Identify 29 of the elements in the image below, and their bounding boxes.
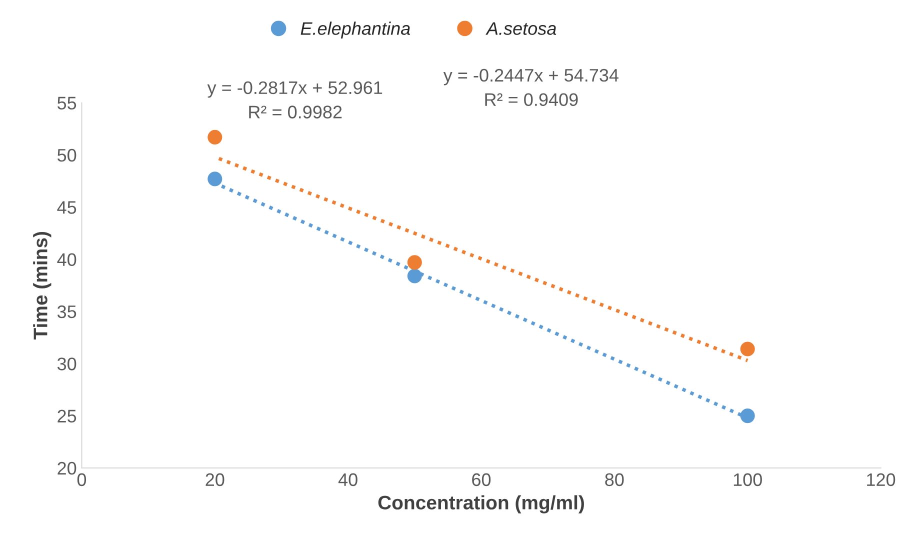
x-tick-label: 80 [605, 473, 624, 486]
point [208, 130, 222, 145]
annotation: R² = 0.9409 [485, 93, 578, 106]
y-tick-label: 40 [57, 253, 76, 266]
point [208, 172, 222, 186]
y-tick-label: 20 [58, 462, 76, 475]
annotation: R² = 0.9982 [249, 106, 342, 118]
text: y = -0.2447x + 54.734 [443, 68, 618, 86]
x-tick-label: 120 [867, 473, 896, 486]
x-tick-label: 60 [472, 473, 491, 486]
y-tick-label: 35 [57, 305, 76, 318]
x-axis-title: Concentration (mg/ml) [378, 495, 584, 514]
legend-label: E.elephantina [300, 22, 410, 38]
y-tick-label: 25 [58, 410, 76, 423]
x-tick-label: 0 [77, 473, 86, 486]
point [740, 408, 755, 424]
point [740, 342, 755, 356]
point [407, 268, 422, 284]
x-tick-label: 40 [338, 473, 358, 486]
y-tick-label: 45 [57, 201, 76, 214]
x-tick-label: 20 [206, 473, 224, 486]
y-tick-label: 30 [57, 358, 76, 370]
y-axis-title: Time (mins) [33, 232, 52, 340]
y-tick-label: 55 [58, 96, 76, 110]
x-tick-label: 100 [734, 473, 762, 486]
legend-label: A.setosa [486, 22, 556, 35]
text: y = -0.2817x + 52.961 [207, 81, 382, 98]
point [407, 255, 422, 270]
y-tick-label: 50 [58, 148, 76, 162]
